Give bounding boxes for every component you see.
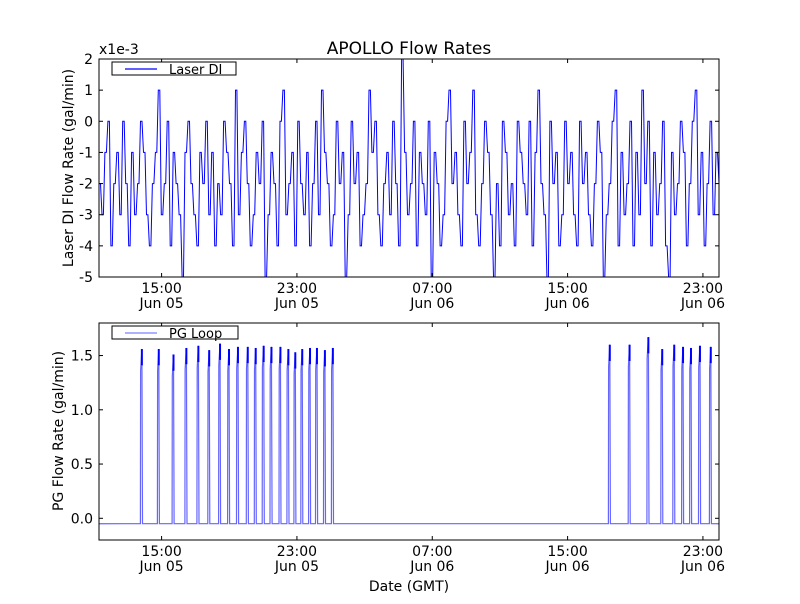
chart-title: APOLLO Flow Rates bbox=[327, 39, 492, 59]
y-tick-label: 0.0 bbox=[71, 511, 93, 527]
y-tick-label: 1.0 bbox=[71, 403, 93, 419]
pg-loop-series-line bbox=[99, 337, 719, 525]
legend: Laser DI bbox=[111, 61, 237, 78]
top-y-axis-label: Laser DI Flow Rate (gal/min) bbox=[61, 69, 77, 267]
y-tick-label: -4 bbox=[79, 239, 93, 255]
legend: PG Loop bbox=[111, 325, 239, 342]
x-tick-time: 15:00 bbox=[141, 544, 181, 560]
y-tick-label: 1 bbox=[84, 83, 93, 99]
x-tick-date: Jun 06 bbox=[409, 559, 454, 575]
x-tick-date: Jun 05 bbox=[274, 559, 319, 575]
axes-frame bbox=[98, 322, 720, 541]
x-tick-time: 23:00 bbox=[683, 281, 723, 297]
x-tick-time: 07:00 bbox=[412, 281, 452, 297]
y-tick-label: 1.5 bbox=[71, 349, 93, 365]
x-tick-date: Jun 06 bbox=[545, 559, 590, 575]
x-tick-date: Jun 05 bbox=[274, 296, 319, 312]
x-tick-time: 23:00 bbox=[277, 544, 317, 560]
x-tick-date: Jun 06 bbox=[680, 296, 725, 312]
legend-box bbox=[111, 325, 239, 340]
y-tick-label: 0.5 bbox=[71, 457, 93, 473]
axes-frame bbox=[98, 58, 720, 278]
x-tick-time: 15:00 bbox=[547, 281, 587, 297]
legend-box bbox=[111, 61, 237, 76]
y-tick-label: -1 bbox=[79, 145, 93, 161]
series-group bbox=[99, 337, 719, 525]
legend-label: Laser DI bbox=[169, 63, 222, 78]
series-group bbox=[99, 59, 719, 277]
x-tick-date: Jun 06 bbox=[680, 559, 725, 575]
x-tick-date: Jun 06 bbox=[409, 296, 454, 312]
x-tick-time: 23:00 bbox=[277, 281, 317, 297]
y-tick-label: -3 bbox=[79, 208, 93, 224]
x-tick-time: 23:00 bbox=[683, 544, 723, 560]
y-scale-label: x1e-3 bbox=[99, 42, 139, 58]
x-tick-date: Jun 05 bbox=[139, 296, 184, 312]
y-tick-label: -5 bbox=[79, 270, 93, 286]
x-tick-date: Jun 05 bbox=[139, 559, 184, 575]
x-tick-time: 07:00 bbox=[412, 544, 452, 560]
legend-label: PG Loop bbox=[169, 327, 222, 342]
x-tick-time: 15:00 bbox=[141, 281, 181, 297]
x-tick-time: 15:00 bbox=[547, 544, 587, 560]
y-tick-label: 0 bbox=[84, 114, 93, 130]
x-axis-label: Date (GMT) bbox=[369, 579, 449, 595]
laser-di-series-line bbox=[99, 59, 719, 277]
x-tick-date: Jun 06 bbox=[545, 296, 590, 312]
y-tick-label: 2 bbox=[84, 52, 93, 68]
bottom-y-axis-label: PG Flow Rate (gal/min) bbox=[51, 351, 67, 511]
y-tick-label: -2 bbox=[79, 177, 93, 193]
